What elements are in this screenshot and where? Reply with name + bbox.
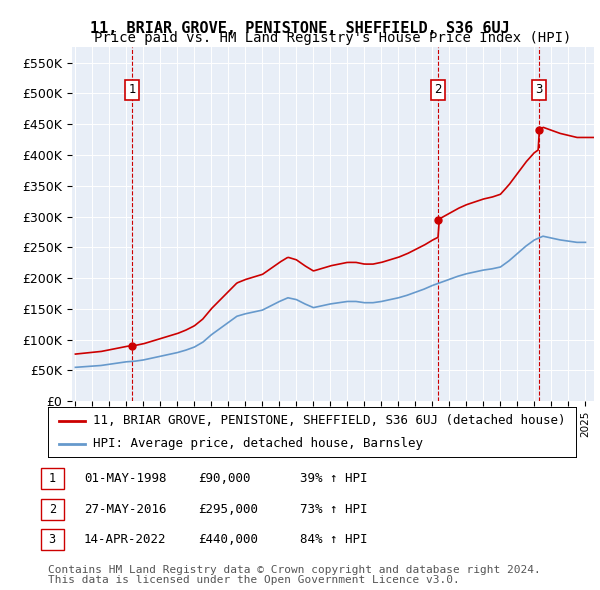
Text: 1: 1 — [49, 472, 56, 485]
Text: HPI: Average price, detached house, Barnsley: HPI: Average price, detached house, Barn… — [93, 437, 423, 450]
Text: Contains HM Land Registry data © Crown copyright and database right 2024.: Contains HM Land Registry data © Crown c… — [48, 565, 541, 575]
FancyBboxPatch shape — [41, 468, 64, 489]
Title: Price paid vs. HM Land Registry's House Price Index (HPI): Price paid vs. HM Land Registry's House … — [94, 31, 572, 45]
Text: 1: 1 — [128, 83, 136, 96]
Text: £440,000: £440,000 — [198, 533, 258, 546]
Text: 2: 2 — [49, 503, 56, 516]
Text: 11, BRIAR GROVE, PENISTONE, SHEFFIELD, S36 6UJ (detached house): 11, BRIAR GROVE, PENISTONE, SHEFFIELD, S… — [93, 414, 565, 427]
Text: 73% ↑ HPI: 73% ↑ HPI — [300, 503, 367, 516]
FancyBboxPatch shape — [41, 529, 64, 550]
Text: 3: 3 — [535, 83, 542, 96]
Text: 84% ↑ HPI: 84% ↑ HPI — [300, 533, 367, 546]
Text: This data is licensed under the Open Government Licence v3.0.: This data is licensed under the Open Gov… — [48, 575, 460, 585]
Text: £90,000: £90,000 — [198, 472, 251, 485]
Text: 11, BRIAR GROVE, PENISTONE, SHEFFIELD, S36 6UJ: 11, BRIAR GROVE, PENISTONE, SHEFFIELD, S… — [90, 21, 510, 35]
Text: 2: 2 — [434, 83, 442, 96]
Text: 39% ↑ HPI: 39% ↑ HPI — [300, 472, 367, 485]
Text: 27-MAY-2016: 27-MAY-2016 — [84, 503, 167, 516]
Text: 01-MAY-1998: 01-MAY-1998 — [84, 472, 167, 485]
Text: 14-APR-2022: 14-APR-2022 — [84, 533, 167, 546]
Text: £295,000: £295,000 — [198, 503, 258, 516]
FancyBboxPatch shape — [41, 499, 64, 520]
Text: 3: 3 — [49, 533, 56, 546]
